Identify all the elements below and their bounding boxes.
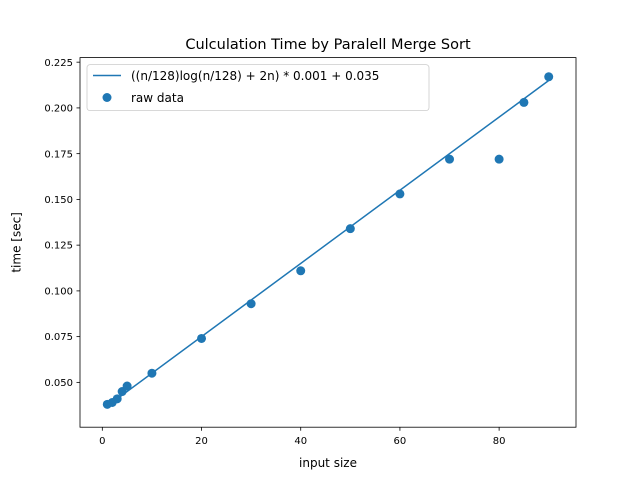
legend-fit-line-label: ((n/128)log(n/128) + 2n) * 0.001 + 0.035 [131,69,379,83]
x-tick-label: 80 [493,436,506,447]
y-tick-label: 0.200 [44,104,73,115]
x-tick-label: 20 [195,436,208,447]
legend-box [86,64,430,111]
x-axis-ticks: 0 20 40 60 80 [99,427,505,447]
data-point [147,368,157,378]
y-axis-ticks: 0.050 0.075 0.100 0.125 0.150 0.175 0.200 0.225 [44,58,80,389]
data-point [112,394,122,404]
x-tick-label: 60 [394,436,407,447]
y-tick-label: 0.050 [44,378,73,389]
y-tick-label: 0.100 [44,286,73,297]
data-point [544,72,554,82]
data-point [345,224,355,234]
data-point [122,381,132,391]
chart-title: Culculation Time by Paralell Merge Sort [185,37,471,53]
x-tick-label: 0 [99,436,105,447]
data-point [395,189,405,199]
y-tick-label: 0.125 [44,241,73,252]
scatter-points-layer [102,72,554,409]
x-tick-label: 40 [294,436,307,447]
y-tick-label: 0.225 [44,58,73,69]
data-point [494,154,504,164]
fit-line-layer [106,79,550,407]
legend-raw-data-marker [102,93,112,102]
y-axis-label: time [sec] [10,212,24,273]
data-point [296,266,306,276]
data-point [197,333,207,343]
fit-line [106,79,550,407]
legend: ((n/128)log(n/128) + 2n) * 0.001 + 0.035… [86,64,430,111]
y-tick-label: 0.075 [44,332,73,343]
data-point [519,97,529,107]
y-tick-label: 0.175 [44,149,73,160]
data-point [246,299,256,309]
legend-raw-data-label: raw data [131,91,184,105]
plot-frame [79,57,577,428]
data-point [445,154,455,164]
x-axis-label: input size [299,456,357,470]
y-tick-label: 0.150 [44,195,73,206]
